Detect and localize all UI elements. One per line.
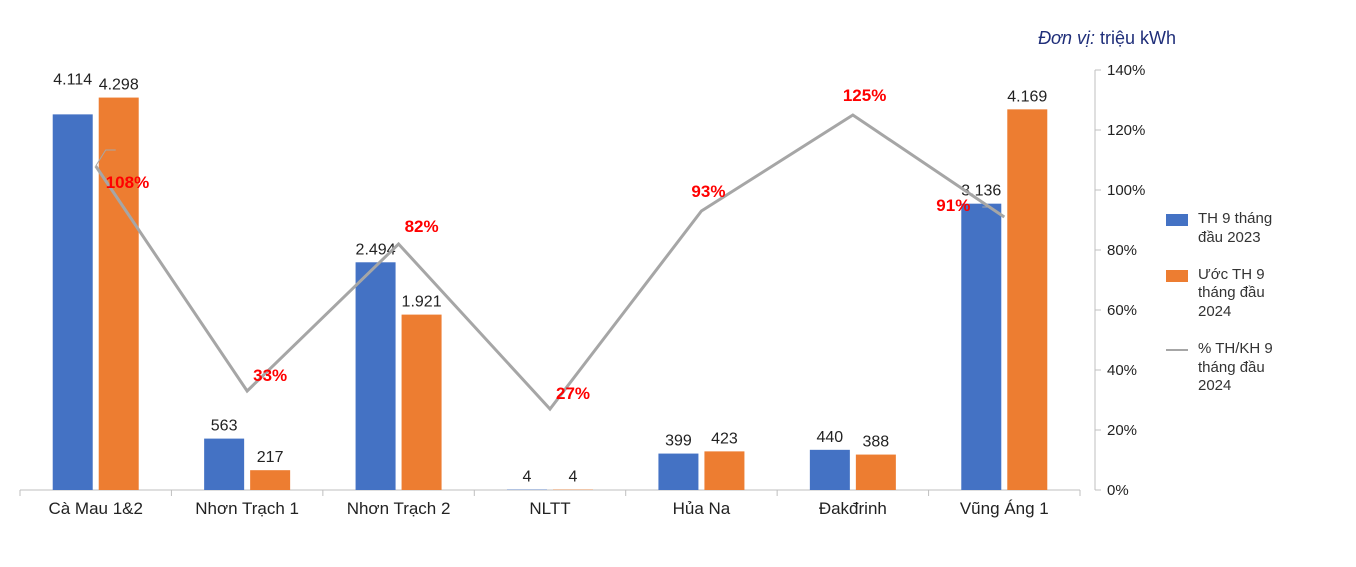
- legend-entry: TH 9 tháng đầu 2023: [1166, 210, 1296, 248]
- pct-label: 125%: [843, 86, 886, 105]
- category-label: Nhơn Trạch 1: [195, 499, 299, 518]
- bar-label-s1: 2.494: [356, 241, 396, 258]
- bar-series1: [810, 450, 850, 490]
- category-label: Hủa Na: [673, 499, 731, 518]
- pct-axis-label: 20%: [1107, 422, 1137, 439]
- legend: TH 9 tháng đầu 2023 Ước TH 9 tháng đầu 20…: [1166, 210, 1296, 414]
- bar-series1: [204, 439, 244, 490]
- pct-label: 82%: [405, 217, 439, 236]
- bar-series2: [1007, 109, 1047, 490]
- category-label: Cà Mau 1&2: [48, 499, 143, 518]
- legend-label: TH 9 tháng đầu 2023: [1198, 210, 1296, 248]
- legend-entry: % TH/KH 9 tháng đầu 2024: [1166, 340, 1296, 396]
- bar-series1: [961, 204, 1001, 490]
- pct-label: 27%: [556, 384, 590, 403]
- bar-label-s1: 4: [523, 469, 532, 486]
- bar-series2: [856, 455, 896, 490]
- pct-label: 93%: [691, 182, 725, 201]
- legend-label: % TH/KH 9 tháng đầu 2024: [1198, 340, 1296, 396]
- category-label: Đakđrinh: [819, 499, 887, 518]
- bar-label-s1: 399: [665, 433, 692, 450]
- legend-swatch: [1166, 270, 1188, 282]
- pct-axis-label: 80%: [1107, 242, 1137, 259]
- bar-label-s1: 563: [211, 418, 238, 435]
- pct-axis-label: 60%: [1107, 302, 1137, 319]
- bar-series2: [99, 98, 139, 490]
- bar-label-s2: 4.298: [99, 77, 139, 94]
- category-label: Vũng Áng 1: [960, 499, 1049, 518]
- pct-axis-label: 40%: [1107, 362, 1137, 379]
- legend-line-swatch: [1166, 349, 1188, 351]
- bar-label-s1: 440: [817, 429, 844, 446]
- chart-container: 0% 20% 40% 60% 80% 100% 120% 140% Cà Mau 1&2 Nhơn…: [0, 0, 1356, 562]
- bar-series2: [402, 315, 442, 490]
- pct-label: 33%: [253, 366, 287, 385]
- bar-series1: [356, 262, 396, 490]
- unit-label-suffix: triệu kWh: [1095, 28, 1176, 48]
- bar-label-s2: 388: [863, 434, 890, 451]
- unit-label: Đơn vị: triệu kWh: [1038, 28, 1176, 49]
- bar-label-s2: 423: [711, 430, 738, 447]
- chart-svg: 0% 20% 40% 60% 80% 100% 120% 140% Cà Mau 1&2 Nhơn…: [0, 0, 1356, 562]
- bar-series1: [658, 454, 698, 490]
- pct-axis-label: 140%: [1107, 62, 1145, 79]
- bar-label-s1: 4.114: [53, 71, 92, 88]
- bar-series1: [53, 114, 93, 490]
- category-label: NLTT: [529, 499, 570, 518]
- bar-label-s2: 4.169: [1007, 88, 1047, 105]
- bar-label-s2: 4: [569, 469, 578, 486]
- pct-label: 91%: [936, 196, 970, 215]
- legend-label: Ước TH 9 tháng đầu 2024: [1198, 266, 1296, 322]
- legend-entry: Ước TH 9 tháng đầu 2024: [1166, 266, 1296, 322]
- category-label: Nhơn Trạch 2: [347, 499, 451, 518]
- bar-series2: [250, 470, 290, 490]
- legend-swatch: [1166, 214, 1188, 226]
- pct-axis-label: 100%: [1107, 182, 1145, 199]
- pct-axis-label: 0%: [1107, 482, 1129, 499]
- pct-axis-label: 120%: [1107, 122, 1145, 139]
- unit-label-prefix: Đơn vị:: [1038, 28, 1095, 48]
- pct-line: [96, 115, 1005, 409]
- pct-label: 108%: [106, 173, 149, 192]
- bar-label-s2: 217: [257, 449, 284, 466]
- bar-series2: [704, 451, 744, 490]
- bar-label-s2: 1.921: [402, 294, 442, 311]
